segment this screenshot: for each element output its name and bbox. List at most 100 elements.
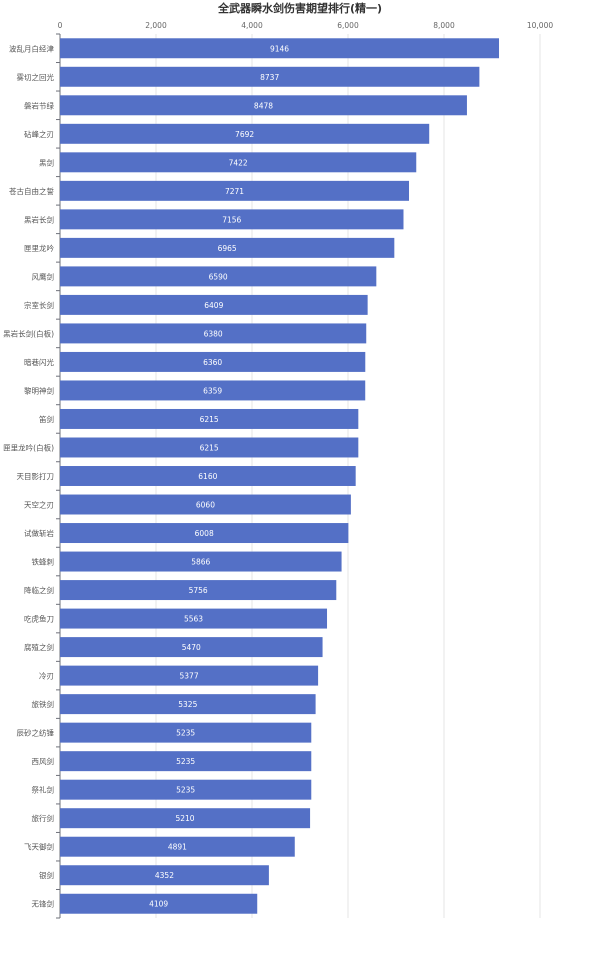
category-label: 试做斩岩: [24, 528, 54, 538]
bar[interactable]: [60, 836, 295, 857]
category-label: 匣里龙吟(白板): [3, 442, 54, 452]
bar[interactable]: [60, 152, 417, 173]
bar-value-label: 6965: [218, 244, 237, 253]
bar-value-label: 5563: [184, 615, 203, 624]
category-label: 飞天御剑: [24, 842, 54, 852]
bar-value-label: 5325: [178, 700, 197, 709]
bar-value-label: 8737: [260, 73, 279, 82]
bar[interactable]: [60, 722, 312, 743]
category-label: 铁蜂刺: [32, 557, 55, 567]
category-label: 天空之刃: [24, 500, 54, 510]
x-tick-label: 4,000: [241, 21, 263, 30]
x-tick-label: 2,000: [145, 21, 167, 30]
bar[interactable]: [60, 380, 366, 401]
category-label: 旅行剑: [32, 813, 55, 823]
bar-value-label: 6359: [203, 386, 222, 395]
category-label: 笛剑: [39, 414, 54, 424]
bar[interactable]: [60, 266, 377, 287]
bar[interactable]: [60, 209, 404, 230]
category-label: 银剑: [39, 870, 54, 880]
bar-value-label: 9146: [270, 44, 289, 53]
bar[interactable]: [60, 779, 312, 800]
bar[interactable]: [60, 180, 410, 201]
x-tick-label: 6,000: [337, 21, 359, 30]
bar-value-label: 6360: [203, 358, 222, 367]
bar[interactable]: [60, 408, 359, 429]
category-label: 黑岩长剑(白板): [3, 328, 54, 338]
bar[interactable]: [60, 865, 269, 886]
bar-value-label: 6215: [200, 415, 219, 424]
bar[interactable]: [60, 494, 351, 515]
bar-value-label: 6409: [204, 301, 223, 310]
bar[interactable]: [60, 237, 395, 258]
bar-value-label: 7692: [235, 130, 254, 139]
bar-value-label: 6215: [200, 443, 219, 452]
bar[interactable]: [60, 351, 366, 372]
bar[interactable]: [60, 665, 319, 686]
category-label: 吃虎鱼刀: [24, 614, 54, 624]
category-label: 磐岩节绿: [24, 100, 54, 110]
bar-value-label: 6160: [198, 472, 217, 481]
bar[interactable]: [60, 808, 311, 829]
bar[interactable]: [60, 637, 323, 658]
bar[interactable]: [60, 893, 258, 914]
category-label: 祭礼剑: [32, 785, 55, 795]
bar[interactable]: [60, 323, 367, 344]
bar-value-label: 7156: [222, 215, 241, 224]
x-tick-label: 8,000: [433, 21, 455, 30]
category-label: 苍古自由之誓: [9, 186, 54, 196]
bar[interactable]: [60, 123, 430, 144]
bar-value-label: 5235: [176, 757, 195, 766]
bar-value-label: 6008: [195, 529, 214, 538]
category-label: 雾切之回光: [17, 72, 55, 82]
x-tick-label: 10,000: [527, 21, 553, 30]
bar-value-label: 5210: [175, 814, 194, 823]
bar-value-label: 6590: [209, 272, 228, 281]
bar-value-label: 4352: [155, 871, 174, 880]
category-label: 暗巷闪光: [24, 357, 54, 367]
bar[interactable]: [60, 551, 342, 572]
bar-value-label: 4891: [168, 843, 187, 852]
bar[interactable]: [60, 95, 467, 116]
category-label: 辰砂之纺锤: [17, 728, 55, 738]
bar[interactable]: [60, 38, 500, 59]
bar[interactable]: [60, 66, 480, 87]
bar-value-label: 7422: [229, 158, 248, 167]
category-label: 腐殖之剑: [24, 642, 54, 652]
category-label: 黎明神剑: [24, 385, 54, 395]
chart-title: 全武器瞬水剑伤害期望排行(精一): [217, 1, 382, 15]
bar-value-label: 5235: [176, 729, 195, 738]
bar-value-label: 6380: [204, 329, 223, 338]
bar[interactable]: [60, 294, 368, 315]
bar-value-label: 5756: [189, 586, 208, 595]
labels: 0 2,000 4,000 6,000 8,000 10,000 9146 波乱月白经津 873…: [3, 21, 553, 909]
category-label: 风鹰剑: [32, 271, 55, 281]
category-label: 天目影打刀: [17, 471, 55, 481]
category-label: 旅铁剑: [32, 699, 55, 709]
bar[interactable]: [60, 580, 337, 601]
bar-value-label: 8478: [254, 101, 273, 110]
category-label: 黑剑: [39, 157, 54, 167]
x-tick-label: 0: [58, 21, 63, 30]
bars: [60, 38, 500, 914]
category-label: 砧峰之刃: [24, 129, 54, 139]
bar[interactable]: [60, 437, 359, 458]
category-label: 黑岩长剑: [24, 214, 54, 224]
category-label: 西风剑: [32, 756, 55, 766]
bar-value-label: 5235: [176, 786, 195, 795]
axes: [56, 33, 61, 919]
bar-value-label: 5377: [180, 672, 199, 681]
category-label: 冷刃: [39, 671, 54, 681]
bar-value-label: 5866: [191, 558, 210, 567]
category-label: 波乱月白经津: [9, 43, 54, 53]
bar-value-label: 7271: [225, 187, 244, 196]
bar[interactable]: [60, 466, 356, 486]
bar[interactable]: [60, 751, 312, 772]
bar[interactable]: [60, 523, 349, 544]
bar-value-label: 4109: [149, 900, 168, 909]
bar[interactable]: [60, 694, 316, 715]
bar[interactable]: [60, 608, 328, 629]
bar-value-label: 6060: [196, 501, 215, 510]
